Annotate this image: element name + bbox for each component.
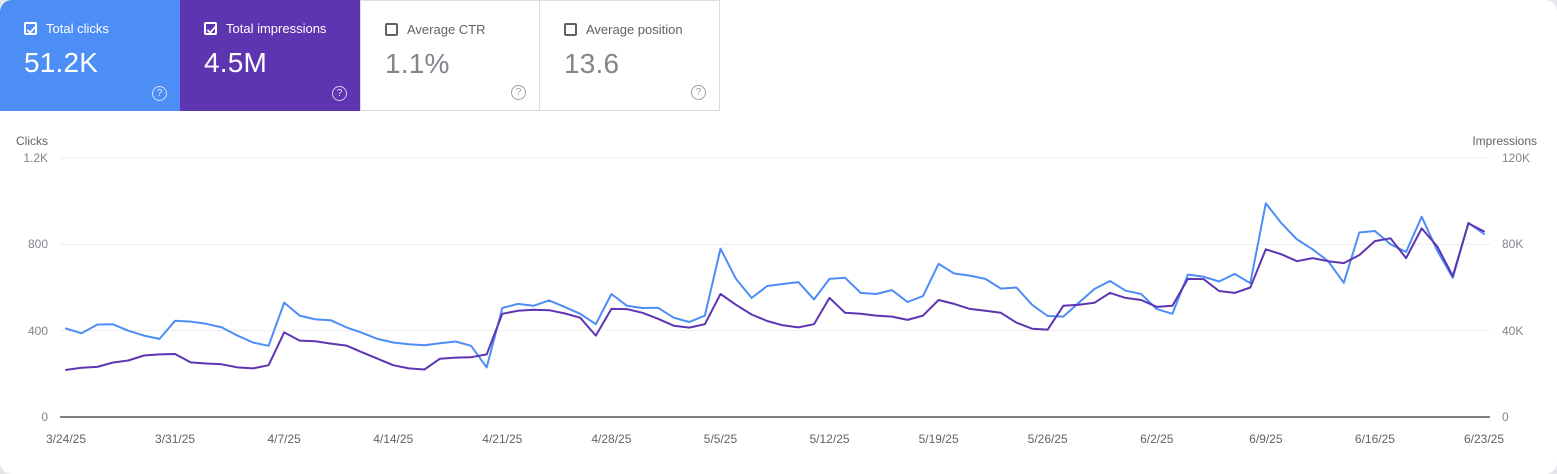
- card-label: Total clicks: [46, 21, 109, 36]
- x-axis-tick-label: 4/14/25: [373, 432, 414, 446]
- help-icon[interactable]: ?: [332, 86, 347, 101]
- metric-cards-row: Total clicks 51.2K ? Total impressions 4…: [0, 0, 720, 111]
- metric-card-average-position[interactable]: Average position 13.6 ?: [540, 0, 720, 111]
- card-header: Total impressions: [204, 21, 346, 36]
- x-axis-tick-label: 3/31/25: [155, 432, 196, 446]
- total-clicks-checkbox[interactable]: [24, 22, 37, 35]
- metric-card-total-clicks[interactable]: Total clicks 51.2K ?: [0, 0, 180, 111]
- card-header: Total clicks: [24, 21, 166, 36]
- card-value: 51.2K: [24, 47, 99, 78]
- check-icon: [206, 25, 217, 35]
- clicks-line: [65, 202, 1485, 369]
- x-axis-tick-label: 5/26/25: [1027, 432, 1068, 446]
- card-value: 4.5M: [204, 47, 268, 78]
- card-label: Average position: [586, 22, 683, 37]
- x-axis-tick-label: 4/21/25: [482, 432, 523, 446]
- impressions-line: [65, 222, 1485, 371]
- average-ctr-checkbox[interactable]: [385, 23, 398, 36]
- card-label: Total impressions: [226, 21, 327, 36]
- x-axis-tick-label: 4/7/25: [267, 432, 301, 446]
- right-axis-tick-label: 120K: [1502, 151, 1531, 165]
- average-position-checkbox[interactable]: [564, 23, 577, 36]
- right-axis-title: Impressions: [1472, 134, 1537, 148]
- x-axis-tick-label: 6/9/25: [1249, 432, 1283, 446]
- x-axis-tick-label: 5/12/25: [809, 432, 850, 446]
- left-axis-tick-label: 800: [27, 237, 48, 252]
- x-axis-tick-label: 4/28/25: [591, 432, 632, 446]
- x-axis-tick-label: 6/2/25: [1140, 432, 1174, 446]
- left-axis-tick-label: 1.2K: [23, 151, 48, 165]
- right-axis-tick-label: 80K: [1502, 237, 1524, 252]
- help-icon[interactable]: ?: [691, 85, 706, 100]
- x-axis-tick-label: 3/24/25: [45, 432, 87, 446]
- metric-card-average-ctr[interactable]: Average CTR 1.1% ?: [360, 0, 540, 111]
- left-axis-title: Clicks: [16, 134, 48, 148]
- x-axis-tick-label: 6/16/25: [1354, 432, 1395, 446]
- x-axis-tick-label: 5/19/25: [918, 432, 959, 446]
- check-icon: [26, 25, 37, 35]
- card-value: 1.1%: [385, 48, 450, 79]
- left-axis-tick-label: 0: [41, 410, 48, 424]
- help-icon[interactable]: ?: [152, 86, 167, 101]
- card-header: Average position: [564, 22, 705, 37]
- card-header: Average CTR: [385, 22, 525, 37]
- card-value: 13.6: [564, 48, 620, 79]
- left-axis-tick-label: 400: [27, 323, 48, 338]
- total-impressions-checkbox[interactable]: [204, 22, 217, 35]
- right-axis-tick-label: 0: [1502, 410, 1509, 424]
- metric-card-total-impressions[interactable]: Total impressions 4.5M ?: [180, 0, 360, 111]
- right-axis-tick-label: 40K: [1502, 323, 1524, 338]
- x-axis-tick-label: 5/5/25: [703, 432, 738, 446]
- card-label: Average CTR: [407, 22, 486, 37]
- x-axis-tick-label: 6/23/25: [1463, 432, 1505, 446]
- help-icon[interactable]: ?: [511, 85, 526, 100]
